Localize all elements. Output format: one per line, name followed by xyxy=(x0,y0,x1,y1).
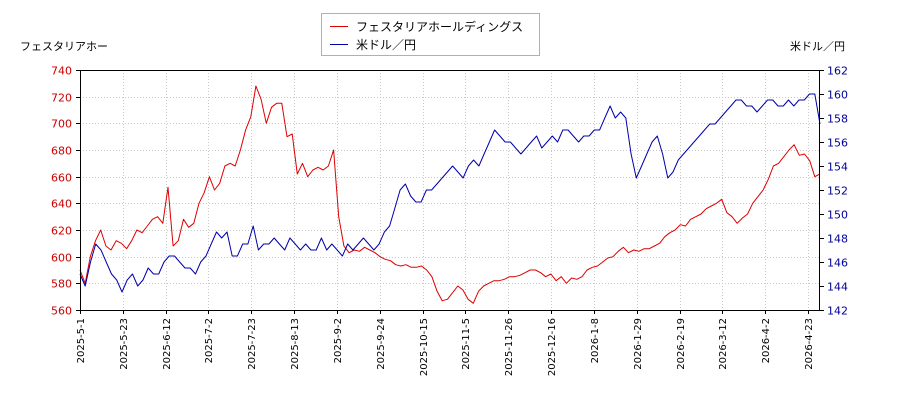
x-tick-label: 2026-1-8 xyxy=(590,318,601,363)
x-tick-label: 2025-9-24 xyxy=(376,318,387,370)
legend-swatch-usdjpy xyxy=(330,43,348,45)
right-tick-label: 156 xyxy=(827,137,848,150)
series-lines xyxy=(79,85,821,304)
right-tick-label: 158 xyxy=(827,113,848,126)
legend-label-festaria: フェスタリアホールディングス xyxy=(356,19,524,34)
x-tick-label: 2025-11-5 xyxy=(461,318,472,370)
x-tick-label: 2025-7-23 xyxy=(247,318,258,370)
left-tick-label: 620 xyxy=(51,225,72,238)
right-tick-label: 154 xyxy=(827,161,848,174)
right-tick-label: 150 xyxy=(827,209,848,222)
right-tick-label: 144 xyxy=(827,281,848,294)
x-tick-label: 2025-6-12 xyxy=(162,318,173,370)
x-tick-label: 2025-11-26 xyxy=(504,318,515,376)
right-tick-label: 148 xyxy=(827,233,848,246)
x-tick-label: 2026-2-19 xyxy=(676,318,687,370)
right-tick-label: 160 xyxy=(827,89,848,102)
grid xyxy=(80,70,820,311)
x-tick-label: 2025-7-2 xyxy=(204,318,215,363)
x-axis: 2025-5-1 2025-5-23 2025-6-12 2025-7-2 2025-7… xyxy=(76,310,815,376)
left-tick-label: 640 xyxy=(51,198,72,211)
left-tick-label: 680 xyxy=(51,145,72,158)
right-tick-label: 152 xyxy=(827,185,848,198)
x-tick-label: 2025-12-16 xyxy=(547,318,558,376)
right-tick-label: 162 xyxy=(827,65,848,78)
series-line-festaria xyxy=(79,85,821,304)
x-tick-label: 2025-5-23 xyxy=(119,318,130,370)
x-tick-label: 2026-3-12 xyxy=(718,318,729,370)
left-tick-label: 660 xyxy=(51,172,72,185)
legend-swatch-festaria xyxy=(330,25,348,27)
left-tick-label: 700 xyxy=(51,118,72,131)
left-tick-label: 600 xyxy=(51,252,72,265)
legend-item-festaria: フェスタリアホールディングス xyxy=(330,17,523,35)
x-tick-label: 2026-1-29 xyxy=(633,318,644,370)
x-tick-label: 2026-4-2 xyxy=(761,318,772,363)
left-axis-title: フェスタリアホー xyxy=(20,40,108,53)
series-line-usdjpy xyxy=(79,93,821,293)
left-tick-label: 560 xyxy=(51,305,72,318)
right-axis-title: 米ドル／円 xyxy=(790,40,845,53)
left-axis: 560 580 600 620 640 660 680 700 720 740 xyxy=(51,65,80,318)
legend-label-usdjpy: 米ドル／円 xyxy=(356,37,417,52)
left-tick-label: 740 xyxy=(51,65,72,78)
right-axis: 142 144 146 148 150 152 154 156 158 160 162 xyxy=(820,65,848,318)
right-tick-label: 146 xyxy=(827,257,848,270)
x-tick-label: 2025-10-15 xyxy=(419,318,430,376)
right-tick-label: 142 xyxy=(827,305,848,318)
left-tick-label: 580 xyxy=(51,278,72,291)
legend-item-usdjpy: 米ドル／円 xyxy=(330,35,416,53)
x-tick-label: 2025-9-2 xyxy=(333,318,344,363)
legend: フェスタリアホールディングス 米ドル／円 xyxy=(321,13,540,56)
x-tick-label: 2025-8-13 xyxy=(290,318,301,370)
plot-frame xyxy=(80,70,820,311)
x-tick-label: 2026-4-23 xyxy=(804,318,815,370)
x-tick-label: 2025-5-1 xyxy=(76,318,87,363)
left-tick-label: 720 xyxy=(51,92,72,105)
